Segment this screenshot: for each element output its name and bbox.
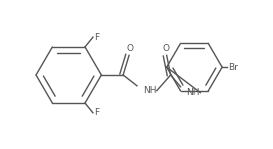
Text: O: O <box>127 44 133 53</box>
Text: F: F <box>94 108 99 117</box>
Text: F: F <box>94 33 99 42</box>
Text: NH: NH <box>143 86 156 95</box>
Text: Br: Br <box>228 63 238 72</box>
Text: O: O <box>162 44 169 53</box>
Text: NH: NH <box>186 88 200 97</box>
